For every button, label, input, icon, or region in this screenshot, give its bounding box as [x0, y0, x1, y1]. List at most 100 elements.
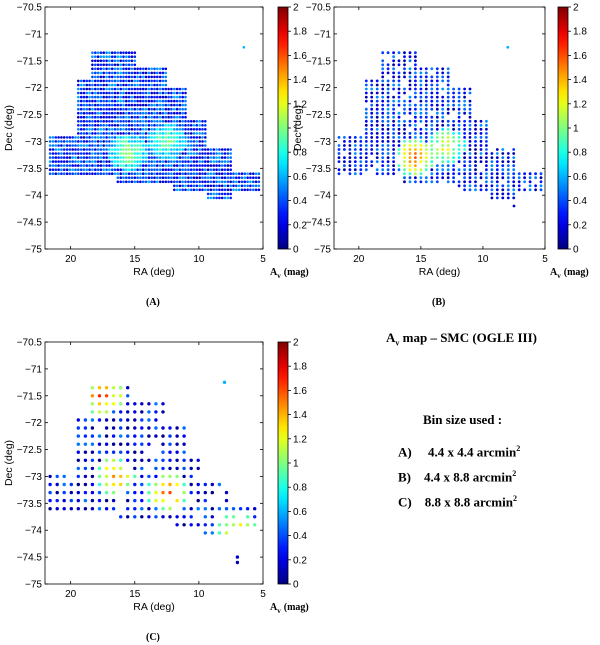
data-point	[232, 172, 235, 175]
data-point	[223, 184, 227, 188]
data-point	[96, 168, 100, 171]
data-point	[212, 152, 216, 155]
data-point	[392, 67, 395, 71]
data-point	[144, 176, 148, 179]
data-point	[414, 119, 417, 123]
data-point	[108, 91, 111, 95]
data-point	[419, 103, 423, 107]
data-point	[119, 83, 122, 87]
data-point	[136, 95, 139, 99]
data-point	[435, 107, 439, 111]
data-point	[57, 156, 60, 159]
data-point	[140, 418, 144, 422]
data-point	[441, 127, 445, 131]
data-point	[79, 160, 83, 163]
data-point	[164, 152, 168, 155]
colorbar-tick-label: 0.6	[293, 507, 307, 518]
data-point	[88, 115, 91, 119]
data-point	[99, 132, 103, 135]
x-tick-label: 15	[129, 589, 141, 600]
data-point	[386, 107, 390, 111]
data-point	[91, 99, 94, 103]
data-point	[457, 172, 461, 176]
data-point	[164, 128, 168, 131]
data-point	[161, 87, 165, 91]
data-point	[68, 148, 72, 151]
data-point	[122, 176, 125, 179]
data-point	[71, 144, 74, 147]
data-point	[408, 144, 412, 147]
data-point	[57, 144, 60, 147]
data-point	[512, 176, 516, 180]
data-point	[201, 148, 204, 151]
data-point	[110, 51, 114, 54]
data-point	[111, 426, 116, 430]
data-point	[209, 152, 213, 155]
data-point	[468, 184, 472, 188]
data-point	[187, 120, 190, 123]
data-point	[116, 176, 120, 179]
data-point	[220, 164, 224, 167]
data-point	[364, 168, 368, 172]
data-point	[147, 156, 151, 159]
data-point	[150, 71, 153, 75]
data-point	[111, 410, 116, 414]
data-point	[127, 107, 131, 111]
data-point	[353, 156, 357, 160]
data-point	[170, 132, 173, 135]
data-point	[94, 136, 97, 139]
data-point	[210, 490, 214, 495]
data-point	[201, 144, 204, 147]
data-point	[203, 523, 207, 527]
data-point	[479, 136, 483, 139]
data-point	[419, 136, 423, 139]
data-point	[161, 75, 165, 79]
data-point	[495, 192, 499, 196]
data-point	[164, 124, 168, 127]
data-point	[381, 115, 385, 119]
data-point	[154, 410, 158, 414]
data-point	[204, 172, 207, 175]
data-point	[212, 180, 216, 184]
data-point	[96, 111, 100, 115]
data-point	[348, 152, 352, 155]
data-point	[105, 111, 108, 115]
data-point	[386, 103, 390, 107]
data-point	[164, 144, 168, 147]
data-point	[122, 120, 125, 123]
data-point	[198, 136, 201, 139]
data-point	[144, 115, 148, 119]
data-point	[452, 180, 455, 184]
y-tick-label: −71	[25, 29, 42, 40]
data-point	[364, 91, 368, 95]
data-point	[125, 180, 128, 184]
data-point	[82, 95, 86, 99]
data-point	[495, 164, 499, 168]
data-point	[127, 152, 131, 155]
data-point	[167, 156, 170, 159]
data-point	[215, 192, 218, 196]
data-point	[232, 176, 235, 179]
data-point	[77, 152, 80, 155]
data-point	[441, 123, 445, 127]
data-point	[125, 132, 128, 135]
data-point	[127, 168, 131, 171]
data-point	[231, 507, 236, 511]
data-point	[125, 91, 128, 95]
data-point	[126, 426, 130, 430]
data-point	[195, 176, 199, 179]
data-point	[57, 164, 60, 167]
data-point	[82, 124, 86, 127]
data-point	[175, 176, 179, 179]
data-point	[122, 51, 125, 54]
data-point	[88, 103, 91, 107]
data-point	[408, 99, 412, 103]
data-point	[110, 67, 114, 71]
data-point	[212, 168, 216, 171]
data-point	[375, 156, 379, 160]
data-point	[370, 91, 374, 95]
data-point	[147, 120, 151, 123]
data-point	[113, 79, 117, 83]
data-point	[468, 176, 472, 180]
